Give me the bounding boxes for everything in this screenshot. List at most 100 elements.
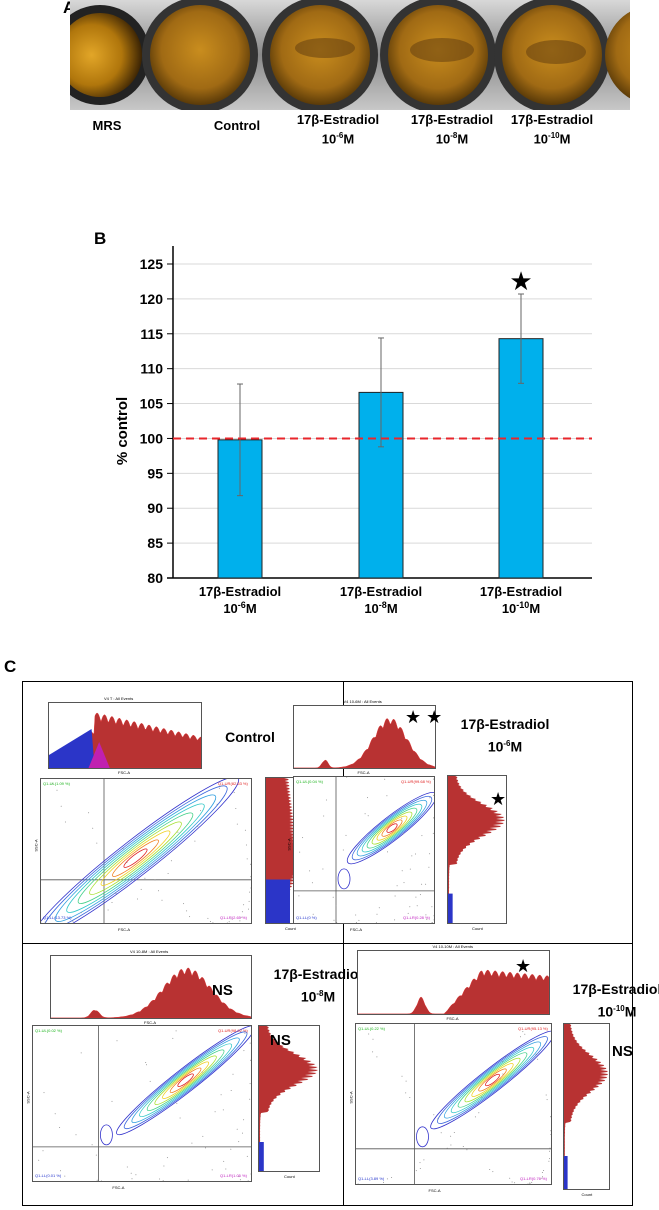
conc-unit: M (387, 601, 398, 616)
contour (112, 839, 159, 877)
contour (437, 1036, 548, 1124)
contour (100, 1124, 113, 1146)
quadrant-ll-label: Q1-LL(0 %) (296, 915, 317, 920)
side-histogram-x-label: Count (581, 1192, 593, 1197)
fsc-ssc-contour-plot (355, 1023, 552, 1185)
side-histogram-x-label: Count (284, 1174, 295, 1179)
contour (169, 1067, 202, 1093)
contour (41, 779, 240, 923)
x-tick-label-conc: 10-8M (364, 600, 397, 616)
contour (485, 1073, 500, 1087)
side-histogram-significance-mark: NS (612, 1043, 633, 1060)
quadrant-lr-label: Q1-LR(1.05 %) (220, 1173, 247, 1178)
well-label-line1: Control (213, 118, 261, 133)
histogram-title: V4 10-8M : All Events (130, 949, 169, 954)
condition-name: Control (225, 729, 275, 745)
significance-star: ★ (509, 266, 532, 296)
contour (116, 1026, 251, 1136)
contour (43, 785, 228, 923)
x-tick-label: 17β-Estradiol (480, 584, 562, 599)
condition-name: 17β-Estradiol (460, 716, 550, 732)
side-histogram-significance-mark: ★ (490, 789, 507, 809)
histogram-fill (51, 967, 251, 1018)
well-label-Control: Control (177, 118, 297, 134)
scatter-y-label: SSC-A (286, 838, 292, 851)
histogram-x-label: FSC-A (144, 1020, 156, 1025)
contour (66, 803, 205, 913)
histogram-significance-mark: ★ ★ (405, 707, 443, 727)
contour (356, 799, 428, 857)
y-tick-label: 90 (147, 500, 163, 516)
side-histogram-ll-fill (266, 879, 290, 923)
contour (346, 792, 434, 865)
histogram-title: V4 T : All Events (104, 696, 134, 701)
fsc-ssc-contour-plot (32, 1025, 252, 1182)
conc-unit: M (246, 601, 257, 616)
conc-base: 10 (364, 601, 378, 616)
condition-title: 17β-Estradiol 10-8M (248, 965, 388, 1007)
side-histogram-x-label: Count (472, 926, 483, 931)
conc-base: 10 (223, 601, 237, 616)
panel-c-label: C (4, 657, 17, 676)
well-label-line2: 10-10M (533, 131, 571, 147)
contour (54, 794, 217, 922)
contour (123, 848, 148, 868)
y-tick-label: 100 (140, 430, 164, 446)
scatter-x-label: FSC-A (118, 927, 130, 932)
quadrant-ur-label: Q1-UR(99.68 %) (401, 779, 431, 784)
bar-chart: 80 85 90 95 100 105 110 115 120 125 % control 17β-E… (114, 246, 592, 616)
contour (337, 868, 351, 890)
quadrant-ur-label: Q1-UR(82.53 %) (218, 781, 248, 786)
histogram-title: V4 10-10M : All Events (432, 944, 473, 949)
x-tick-label: 17β-Estradiol (340, 584, 422, 599)
contour (146, 1049, 225, 1111)
quadrant-ul-label: Q1-UL(1.09 %) (43, 781, 70, 786)
well-label-e10: 17β-Estradiol 10-10M (492, 112, 612, 147)
contour (371, 811, 413, 845)
side-histogram-ll-fill (448, 893, 453, 923)
well-label-line1: 17β-Estradiol (296, 112, 380, 127)
quadrant-ul-label: Q1-UL(0.04 %) (296, 779, 323, 784)
contour (154, 1055, 217, 1105)
quadrant-lr-label: Q1-LR(2.65 %) (220, 915, 247, 920)
side-histogram-x-label: Count (285, 926, 296, 931)
contour (386, 823, 398, 833)
scatter-x-label: FSC-A (350, 927, 362, 932)
quadrant-ll-label: Q1-LL(0.01 %) (35, 1173, 62, 1178)
well-label-line2: 10-6M (321, 131, 355, 147)
flow-cytometry-frame (22, 681, 633, 1206)
histogram-x-label: FSC-A (446, 1016, 459, 1021)
fsc-histogram (293, 705, 436, 769)
histogram-fill (358, 969, 549, 1014)
panel-b-label: B (94, 229, 107, 248)
contour (464, 1057, 521, 1103)
condition-conc: 10-8M (300, 988, 336, 1005)
y-tick-label: 110 (140, 361, 163, 377)
histogram-fill (294, 718, 435, 768)
scatter-y-label: SSC-A (25, 1091, 31, 1104)
contour (123, 1031, 248, 1130)
histogram-lr-fill (88, 742, 110, 768)
fsc-histogram (48, 702, 202, 769)
condition-title: 17β-Estradiol 10-6M (440, 715, 570, 757)
condition-name: 17β-Estradiol (572, 981, 659, 997)
contour (162, 1061, 210, 1099)
well-label-MRS: MRS (47, 118, 167, 134)
side-histogram-fill (259, 1026, 318, 1171)
contour (471, 1063, 514, 1097)
condition-conc: 10-6M (487, 738, 523, 755)
quadrant-ll-label: Q1-LL(13.73 %) (43, 915, 72, 920)
y-axis-label: % control (114, 397, 131, 465)
well-label-line1: 17β-Estradiol (410, 112, 494, 127)
histogram-significance-mark: NS (212, 982, 233, 999)
side-histogram-fill (564, 1024, 608, 1189)
quadrant-lr-label: Q1-LR(0.28 %) (403, 915, 430, 920)
scatter-x-label: FSC-A (112, 1185, 125, 1190)
ssc-histogram (563, 1023, 610, 1190)
x-tick-label: 17β-Estradiol (199, 584, 281, 599)
contour (351, 795, 433, 861)
contour (139, 1043, 233, 1118)
well-label-line1: 17β-Estradiol (510, 112, 594, 127)
x-tick-label-conc: 10-6M (223, 600, 256, 616)
ssc-histogram (447, 775, 507, 924)
